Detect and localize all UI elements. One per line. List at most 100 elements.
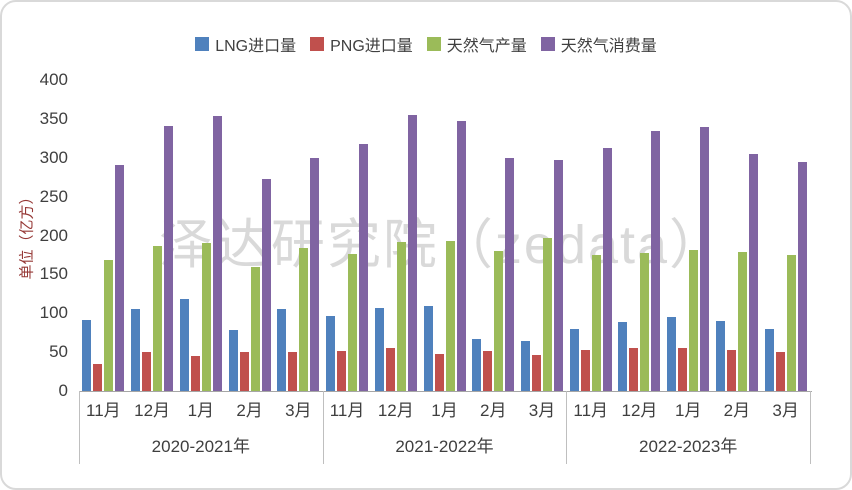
bar [250, 266, 260, 391]
y-tick-label: 400 [39, 70, 68, 89]
legend-item: 天然气消费量 [540, 32, 657, 56]
bar [531, 354, 541, 391]
year-label: 2022-2023年 [639, 437, 738, 456]
month-label: 1月 [674, 401, 702, 420]
bar [212, 115, 222, 391]
bar [591, 254, 601, 391]
bar [359, 143, 369, 391]
month-cell [713, 80, 762, 391]
bar [179, 299, 189, 391]
month-cell [128, 80, 177, 391]
bar [715, 321, 725, 391]
bar [494, 251, 504, 391]
bar [445, 240, 455, 391]
legend-swatch-icon [426, 37, 441, 51]
month-label: 2月 [723, 401, 751, 420]
bar [651, 131, 661, 391]
bar [542, 237, 552, 391]
year-group [79, 80, 323, 391]
year-labels-row: 2020-2021年 2021-2022年 2022-2023年 [79, 432, 810, 462]
bar [456, 121, 466, 391]
month-cell [420, 80, 469, 391]
y-tick-label: 300 [39, 147, 68, 167]
y-tick-label: 350 [39, 108, 68, 128]
x-axis-line [79, 391, 812, 392]
month-cell [371, 80, 420, 391]
bar [228, 330, 238, 391]
bar [786, 254, 796, 391]
bar [618, 321, 628, 391]
bar [748, 153, 758, 391]
month-label: 12月 [621, 401, 658, 420]
bar [288, 352, 298, 391]
axis-divider [79, 391, 80, 464]
month-label: 11月 [329, 401, 365, 420]
bar [423, 305, 433, 391]
bar [385, 348, 395, 391]
bar [337, 350, 347, 391]
legend-swatch-icon [195, 37, 210, 51]
bar [277, 309, 287, 391]
bar [82, 319, 92, 391]
year-label: 2021-2022年 [395, 437, 494, 456]
bar [434, 353, 444, 391]
month-label: 2月 [480, 401, 507, 420]
month-label: 3月 [285, 401, 312, 420]
bar [153, 245, 163, 391]
legend-swatch-icon [540, 37, 555, 51]
bar [326, 315, 336, 391]
bar [348, 254, 358, 391]
bar [93, 363, 103, 391]
month-cell [664, 80, 713, 391]
y-tick-label: 100 [39, 303, 68, 323]
bar [505, 157, 515, 391]
axis-divider [810, 391, 811, 464]
bar [201, 243, 211, 391]
month-label: 2月 [236, 401, 263, 420]
plot-area [79, 80, 810, 391]
y-tick-label: 250 [39, 186, 68, 206]
month-label: 1月 [187, 401, 215, 420]
month-label-group: 11月 12月 1月 2月 3月 [566, 396, 810, 426]
bar [553, 160, 563, 391]
bar [629, 347, 639, 391]
legend-label: PNG进口量 [330, 38, 413, 55]
year-group [323, 80, 567, 391]
bar [580, 349, 590, 391]
bar [396, 241, 406, 391]
month-cell [761, 80, 810, 391]
bar [239, 352, 249, 391]
bar [569, 328, 579, 391]
bar [726, 349, 736, 391]
legend: LNG进口量 PNG进口量 天然气产量 天然气消费量 [2, 32, 850, 56]
month-label: 12月 [377, 401, 414, 420]
year-group [566, 80, 810, 391]
bar [797, 162, 807, 391]
month-cell [469, 80, 518, 391]
month-cell [615, 80, 664, 391]
bar [678, 348, 688, 391]
bar [483, 350, 493, 391]
month-label: 3月 [772, 401, 799, 420]
bar [104, 260, 114, 391]
bar [310, 157, 320, 391]
legend-item: LNG进口量 [195, 32, 296, 56]
month-label: 11月 [573, 401, 609, 420]
month-label: 11月 [86, 401, 121, 420]
month-labels-row: 11月 12月 1月 2月 3月 11月 12月 1月 2月 3月 11月 12月 1月 2月 3月 [79, 396, 810, 426]
month-label: 3月 [528, 401, 556, 420]
bar [131, 309, 141, 391]
legend-label: 天然气产量 [446, 38, 527, 55]
legend-swatch-icon [310, 37, 325, 51]
legend-item: PNG进口量 [310, 32, 413, 56]
bar [190, 356, 200, 391]
month-cell [176, 80, 225, 391]
bar [602, 148, 612, 391]
month-label-group: 11月 12月 1月 2月 3月 [79, 396, 323, 426]
axis-divider [322, 391, 324, 464]
month-cell [323, 80, 372, 391]
bar [115, 164, 125, 391]
bar [667, 317, 677, 391]
bar [164, 125, 174, 391]
